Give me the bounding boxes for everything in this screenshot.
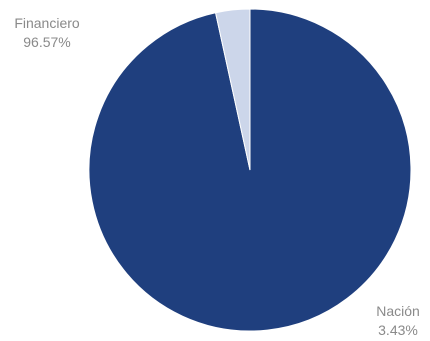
label-nacion-value: 3.43% [378,322,418,338]
pie-slices [88,8,412,332]
pie-slice-nacion [214,8,251,171]
label-nacion-name: Nación [376,303,420,319]
label-financiero-name: Financiero [14,15,80,31]
label-financiero-value: 96.57% [23,34,70,50]
